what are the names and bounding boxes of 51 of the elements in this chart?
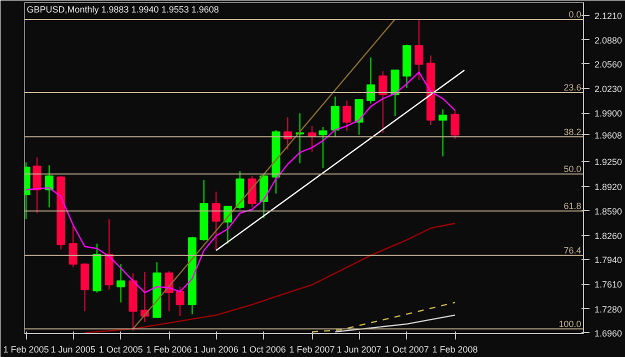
annotation: 76.4 [564, 245, 582, 256]
line-series [84, 222, 456, 334]
candlestick [330, 96, 340, 138]
candlestick [354, 99, 364, 136]
x-tick-label: 1 Feb 2007 [289, 344, 335, 354]
y-tick-label: 1.7280 [594, 304, 622, 314]
candlestick [438, 108, 448, 157]
candlestick [32, 156, 42, 214]
y-tick-label: 1.8920 [594, 182, 622, 192]
y-tick-label: 1.8590 [594, 206, 622, 216]
y-tick-label: 1.7610 [594, 280, 622, 290]
x-tick-label: 1 Jun 2007 [336, 344, 382, 354]
candlestick [450, 110, 460, 140]
candlestick [378, 70, 388, 134]
x-tick-label: 1 Oct 2007 [384, 344, 429, 354]
x-tick-label: 1 Feb 2006 [146, 344, 192, 354]
x-tick-label: 1 Oct 2006 [242, 344, 286, 354]
y-tick-label: 2.1210 [594, 10, 622, 21]
candlestick [176, 286, 184, 317]
y-tick-label: 1.6960 [594, 328, 622, 338]
y-tick-label: 1.9900 [594, 108, 622, 119]
candlestick [116, 264, 126, 303]
candlestick [342, 100, 352, 132]
candlestick [212, 191, 220, 252]
line-series [311, 302, 456, 333]
x-tick-label: 1 Oct 2005 [98, 344, 143, 354]
candlestick [318, 126, 328, 169]
candlestick [414, 18, 424, 80]
y-tick-label: 2.0560 [594, 59, 622, 70]
candlestick [284, 116, 292, 150]
candlestick [44, 164, 54, 208]
annotation: 50.0 [564, 164, 582, 174]
annotation: 100.0 [558, 318, 582, 329]
candlestick [68, 226, 78, 268]
x-tick-label: 1 Jun 2005 [50, 344, 96, 354]
candlestick [366, 56, 376, 104]
x-tick-label: 1 Feb 2008 [432, 344, 478, 354]
y-tick-label: 1.9608 [594, 130, 622, 140]
annotation: 38.2 [564, 126, 582, 137]
x-tick-label: 1 Feb 2005 [3, 344, 49, 354]
y-tick-label: 1.8260 [594, 231, 622, 242]
y-tick-label: 1.9250 [594, 157, 622, 168]
y-tick-label: 1.7940 [594, 255, 622, 266]
annotation: 0.0 [568, 9, 582, 20]
annotation: 23.6 [564, 82, 582, 92]
y-tick-label: 2.0880 [594, 35, 622, 46]
x-tick-label: 1 Jun 2006 [194, 344, 238, 354]
candlestick [308, 125, 316, 152]
y-tick-label: 2.0230 [594, 84, 622, 94]
annotation: 61.8 [564, 200, 582, 211]
chart-title: GBPUSD,Monthly 1.9883 1.9940 1.9553 1.9608 [26, 4, 219, 14]
